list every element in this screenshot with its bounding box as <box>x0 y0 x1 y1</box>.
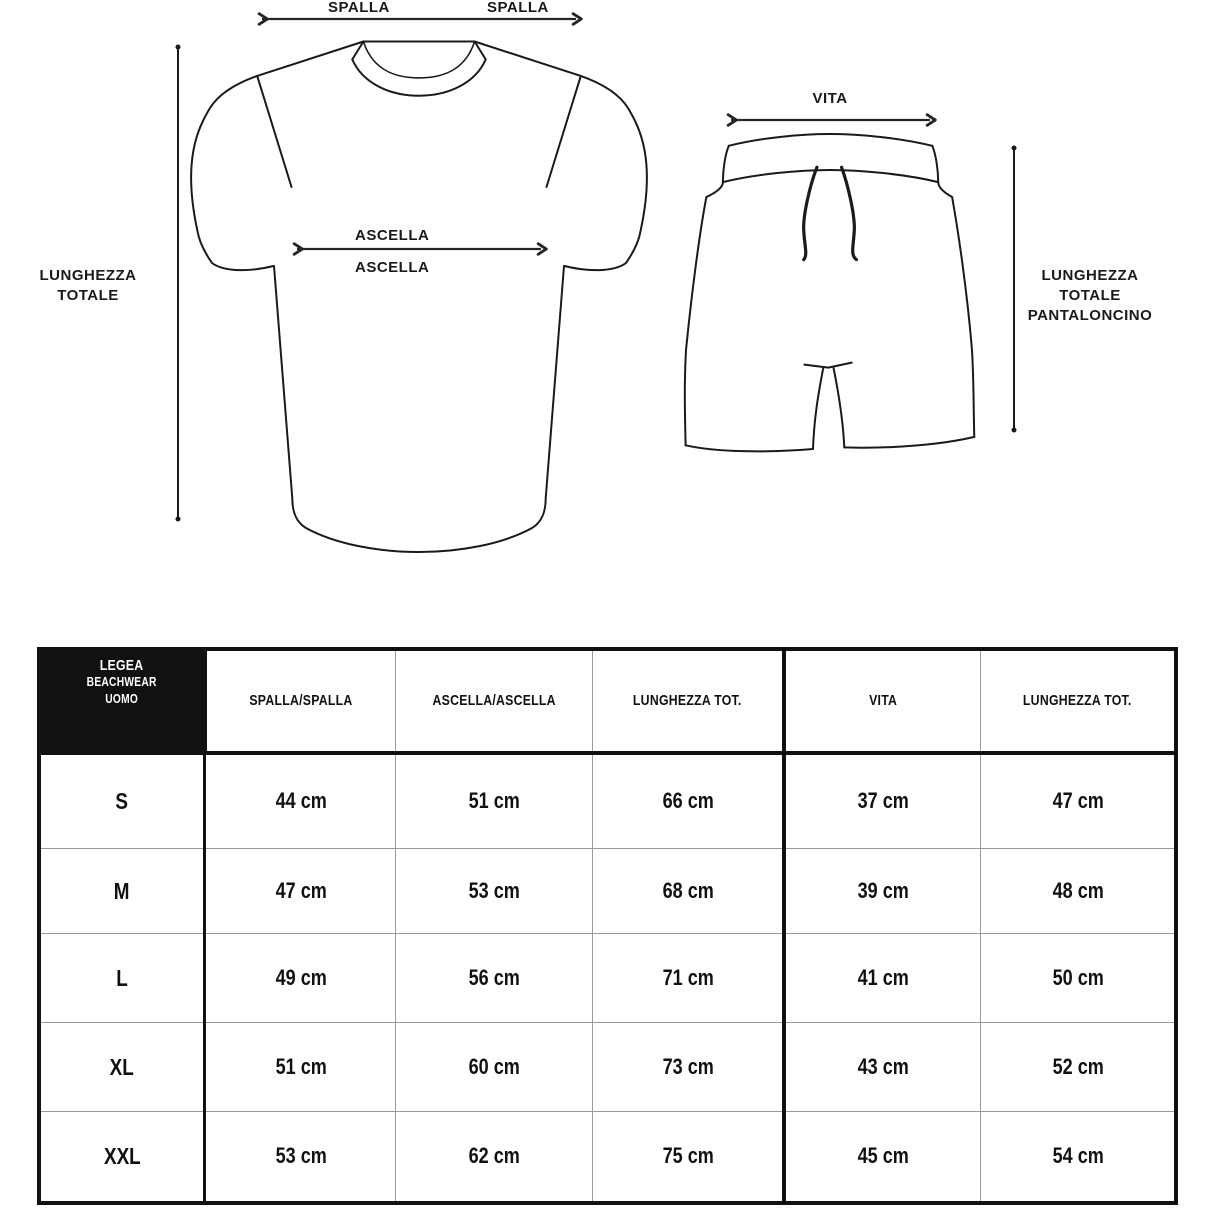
svg-text:TOTALE: TOTALE <box>57 287 119 304</box>
svg-text:LUNGHEZZA: LUNGHEZZA <box>40 267 137 284</box>
svg-text:VITA: VITA <box>812 90 847 107</box>
svg-text:ASCELLA: ASCELLA <box>355 259 429 276</box>
svg-text:SPALLA: SPALLA <box>487 0 549 16</box>
svg-text:PANTALONCINO: PANTALONCINO <box>1028 307 1153 324</box>
svg-text:LUNGHEZZA: LUNGHEZZA <box>1042 267 1139 284</box>
svg-text:TOTALE: TOTALE <box>1059 287 1121 304</box>
svg-text:SPALLA: SPALLA <box>328 0 390 16</box>
svg-text:ASCELLA: ASCELLA <box>355 227 429 244</box>
